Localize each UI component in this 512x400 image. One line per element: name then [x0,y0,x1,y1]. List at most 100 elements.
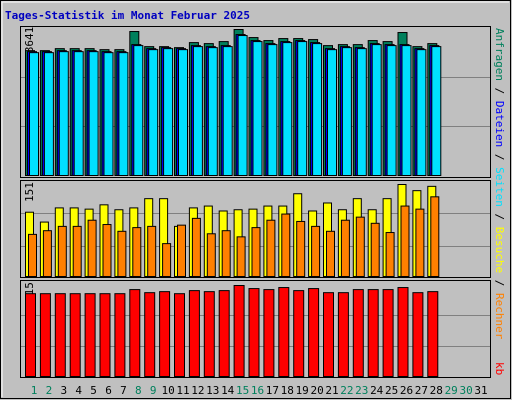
bar [311,225,321,278]
bar [386,45,397,176]
bar [266,219,276,277]
bar [427,291,439,378]
bar [148,49,159,176]
bar [162,243,172,277]
bar [293,290,305,377]
bar [400,205,410,277]
bar [39,293,51,378]
bar [117,230,127,278]
bar [129,289,141,378]
x-tick-label: 6 [105,384,112,397]
bar [178,49,188,176]
bar [191,217,201,278]
bar [267,44,278,177]
legend-entry: Rechner [493,293,506,340]
legend-entry: kb [493,362,506,375]
bar [282,42,293,176]
bar [430,196,440,278]
bar [72,225,82,278]
x-tick-label: 1 [31,384,38,397]
bar [132,227,142,277]
x-tick-label: 10 [161,384,174,397]
bar [412,292,424,377]
bar [88,51,99,176]
bar [163,48,174,176]
x-tick-label: 26 [400,384,413,397]
bar [397,287,409,378]
y-tick-label: 151 [23,182,36,202]
bar [177,224,186,277]
legend: Anfragen / Dateien / Seiten / Besuche / … [493,28,506,375]
x-tick-label: 28 [430,384,443,397]
bar [297,41,308,177]
bar [114,293,126,378]
bar [133,45,144,176]
bar [382,289,394,378]
bar [323,292,334,377]
bar [278,287,290,378]
x-tick-label: 31 [474,384,487,397]
bar [236,236,246,278]
bar [352,289,364,378]
bar [147,225,157,278]
bar [222,46,233,176]
bar [308,288,320,377]
legend-entry: Dateien [493,101,506,147]
bar [58,51,69,176]
bar [337,292,349,377]
x-tick-label: 30 [459,384,472,397]
bar [341,47,352,177]
bar [248,288,260,377]
bar [385,232,395,277]
bar [370,222,380,278]
legend-entry: Besuche [493,227,506,273]
x-tick-label: 27 [415,384,428,397]
bar [84,293,96,378]
x-tick-label: 20 [310,384,323,397]
x-tick-label: 11 [176,384,189,397]
bar [252,41,263,177]
legend-separator: / [493,147,506,167]
bar [42,230,52,277]
bar [233,285,245,377]
bar [431,46,442,176]
legend-separator: / [493,273,506,293]
bar [159,291,171,378]
bar [355,216,365,277]
bar [28,233,37,278]
x-tick-label: 21 [325,384,338,397]
bar [367,289,379,378]
x-tick-label: 2 [46,384,53,397]
chart-title: Tages-Statistik im Monat Februar 2025 [5,9,250,22]
bar [206,233,216,278]
bar [415,208,425,277]
x-tick-label: 16 [251,384,264,397]
bar [326,230,335,278]
bar [99,293,111,378]
x-tick-label: 13 [206,384,219,397]
legend-separator: / [493,81,506,101]
bar [263,289,275,378]
x-tick-label: 9 [150,384,157,397]
x-tick-label: 4 [75,384,82,397]
bar [57,225,67,278]
bar [103,52,114,176]
x-tick-label: 12 [191,384,204,397]
bar [188,290,200,377]
bar [192,46,203,176]
bar [29,52,39,176]
bar [43,52,54,176]
bar [356,48,367,176]
bar [144,292,156,377]
x-tick-label: 23 [355,384,368,397]
bar [73,51,84,176]
x-tick-label: 25 [385,384,398,397]
x-tick-label: 18 [281,384,294,397]
bar [25,293,36,378]
panel-frame [20,180,491,278]
bar [401,45,412,176]
bar [221,230,231,277]
bar [371,44,382,177]
